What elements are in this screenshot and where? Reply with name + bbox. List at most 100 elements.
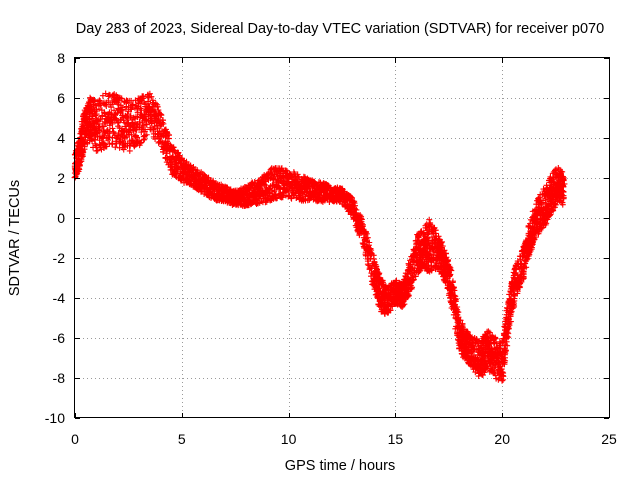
data-point	[508, 308, 515, 315]
data-point	[140, 133, 147, 140]
data-point	[79, 121, 86, 128]
y-tick-label: 0	[57, 210, 65, 226]
data-point	[459, 326, 466, 333]
y-tick-label: -10	[45, 410, 65, 426]
data-point	[124, 111, 131, 118]
data-point	[523, 264, 530, 271]
data-point	[352, 202, 359, 209]
data-point	[367, 255, 374, 262]
data-point	[149, 97, 156, 104]
data-point	[423, 225, 430, 232]
data-point	[409, 277, 416, 284]
y-tick-label: -2	[53, 250, 66, 266]
plot-frame	[74, 57, 610, 418]
data-point	[401, 301, 408, 308]
data-point	[262, 182, 269, 189]
data-point	[274, 195, 281, 202]
data-point	[142, 126, 149, 133]
data-point	[92, 112, 99, 119]
data-point	[504, 329, 511, 336]
y-axis-label: SDTVAR / TECUs	[7, 180, 23, 296]
data-point	[447, 271, 454, 278]
data-point	[112, 144, 119, 151]
data-point	[559, 173, 566, 180]
data-point	[486, 329, 493, 336]
data-point	[278, 165, 285, 172]
data-point	[485, 328, 492, 335]
data-point	[118, 95, 125, 102]
data-point	[146, 90, 153, 97]
data-point	[409, 284, 416, 291]
data-point	[373, 265, 380, 272]
y-tick-label: 2	[57, 170, 65, 186]
data-point	[455, 309, 462, 316]
data-point	[186, 177, 193, 184]
chart-title: Day 283 of 2023, Sidereal Day-to-day VTE…	[76, 21, 604, 37]
y-tick-label: -4	[53, 290, 66, 306]
data-point	[283, 187, 290, 194]
data-point	[131, 120, 138, 127]
data-point	[420, 230, 427, 237]
data-point	[97, 102, 104, 109]
data-point	[90, 97, 97, 104]
data-point	[435, 236, 442, 243]
data-point	[141, 136, 148, 143]
data-point	[159, 117, 166, 124]
axis-ticks: 0 5 10 15 20 25 -10 -8 -6 -4 -2 0 2 4 6 8	[45, 50, 617, 447]
data-point	[81, 143, 88, 150]
data-point	[520, 271, 527, 278]
data-point	[103, 143, 110, 150]
data-point	[148, 93, 155, 100]
data-point	[532, 234, 539, 241]
x-axis-label: GPS time / hours	[285, 458, 395, 474]
data-point	[491, 345, 498, 352]
data-point	[529, 241, 536, 248]
data-point	[144, 98, 151, 105]
data-point	[157, 111, 164, 118]
data-point	[543, 220, 550, 227]
data-point	[405, 292, 412, 299]
data-point	[447, 264, 454, 271]
data-point	[412, 273, 419, 280]
data-point	[364, 234, 371, 241]
y-tick-label: 4	[57, 130, 65, 146]
data-point	[560, 183, 567, 190]
data-point	[514, 258, 521, 265]
data-point	[559, 201, 566, 208]
data-point	[507, 318, 514, 325]
data-point	[155, 107, 162, 114]
data-point	[99, 133, 106, 140]
x-tick-label: 25	[601, 431, 617, 447]
data-point	[77, 159, 84, 166]
data-point	[103, 102, 110, 109]
data-point	[140, 93, 147, 100]
data-point	[130, 101, 137, 108]
data-point	[371, 258, 378, 265]
data-series-sdtvar	[71, 90, 568, 384]
data-point	[560, 195, 567, 202]
y-tick-label: 6	[57, 90, 65, 106]
data-point	[280, 177, 287, 184]
data-point	[262, 192, 269, 199]
data-point	[538, 225, 545, 232]
data-point	[448, 267, 455, 274]
data-point	[96, 106, 103, 113]
data-point	[492, 335, 499, 342]
data-point	[143, 131, 150, 138]
data-point	[471, 347, 478, 354]
x-tick-label: 5	[178, 431, 186, 447]
data-point	[122, 123, 129, 130]
data-point	[81, 138, 88, 145]
data-point	[389, 303, 396, 310]
data-point	[138, 107, 145, 114]
data-point	[544, 216, 551, 223]
x-tick-label: 15	[388, 431, 404, 447]
data-point	[426, 216, 433, 223]
data-point	[560, 189, 567, 196]
data-point	[136, 118, 143, 125]
data-point	[560, 176, 567, 183]
data-point	[84, 140, 91, 147]
data-point	[561, 180, 568, 187]
data-point	[75, 162, 82, 169]
